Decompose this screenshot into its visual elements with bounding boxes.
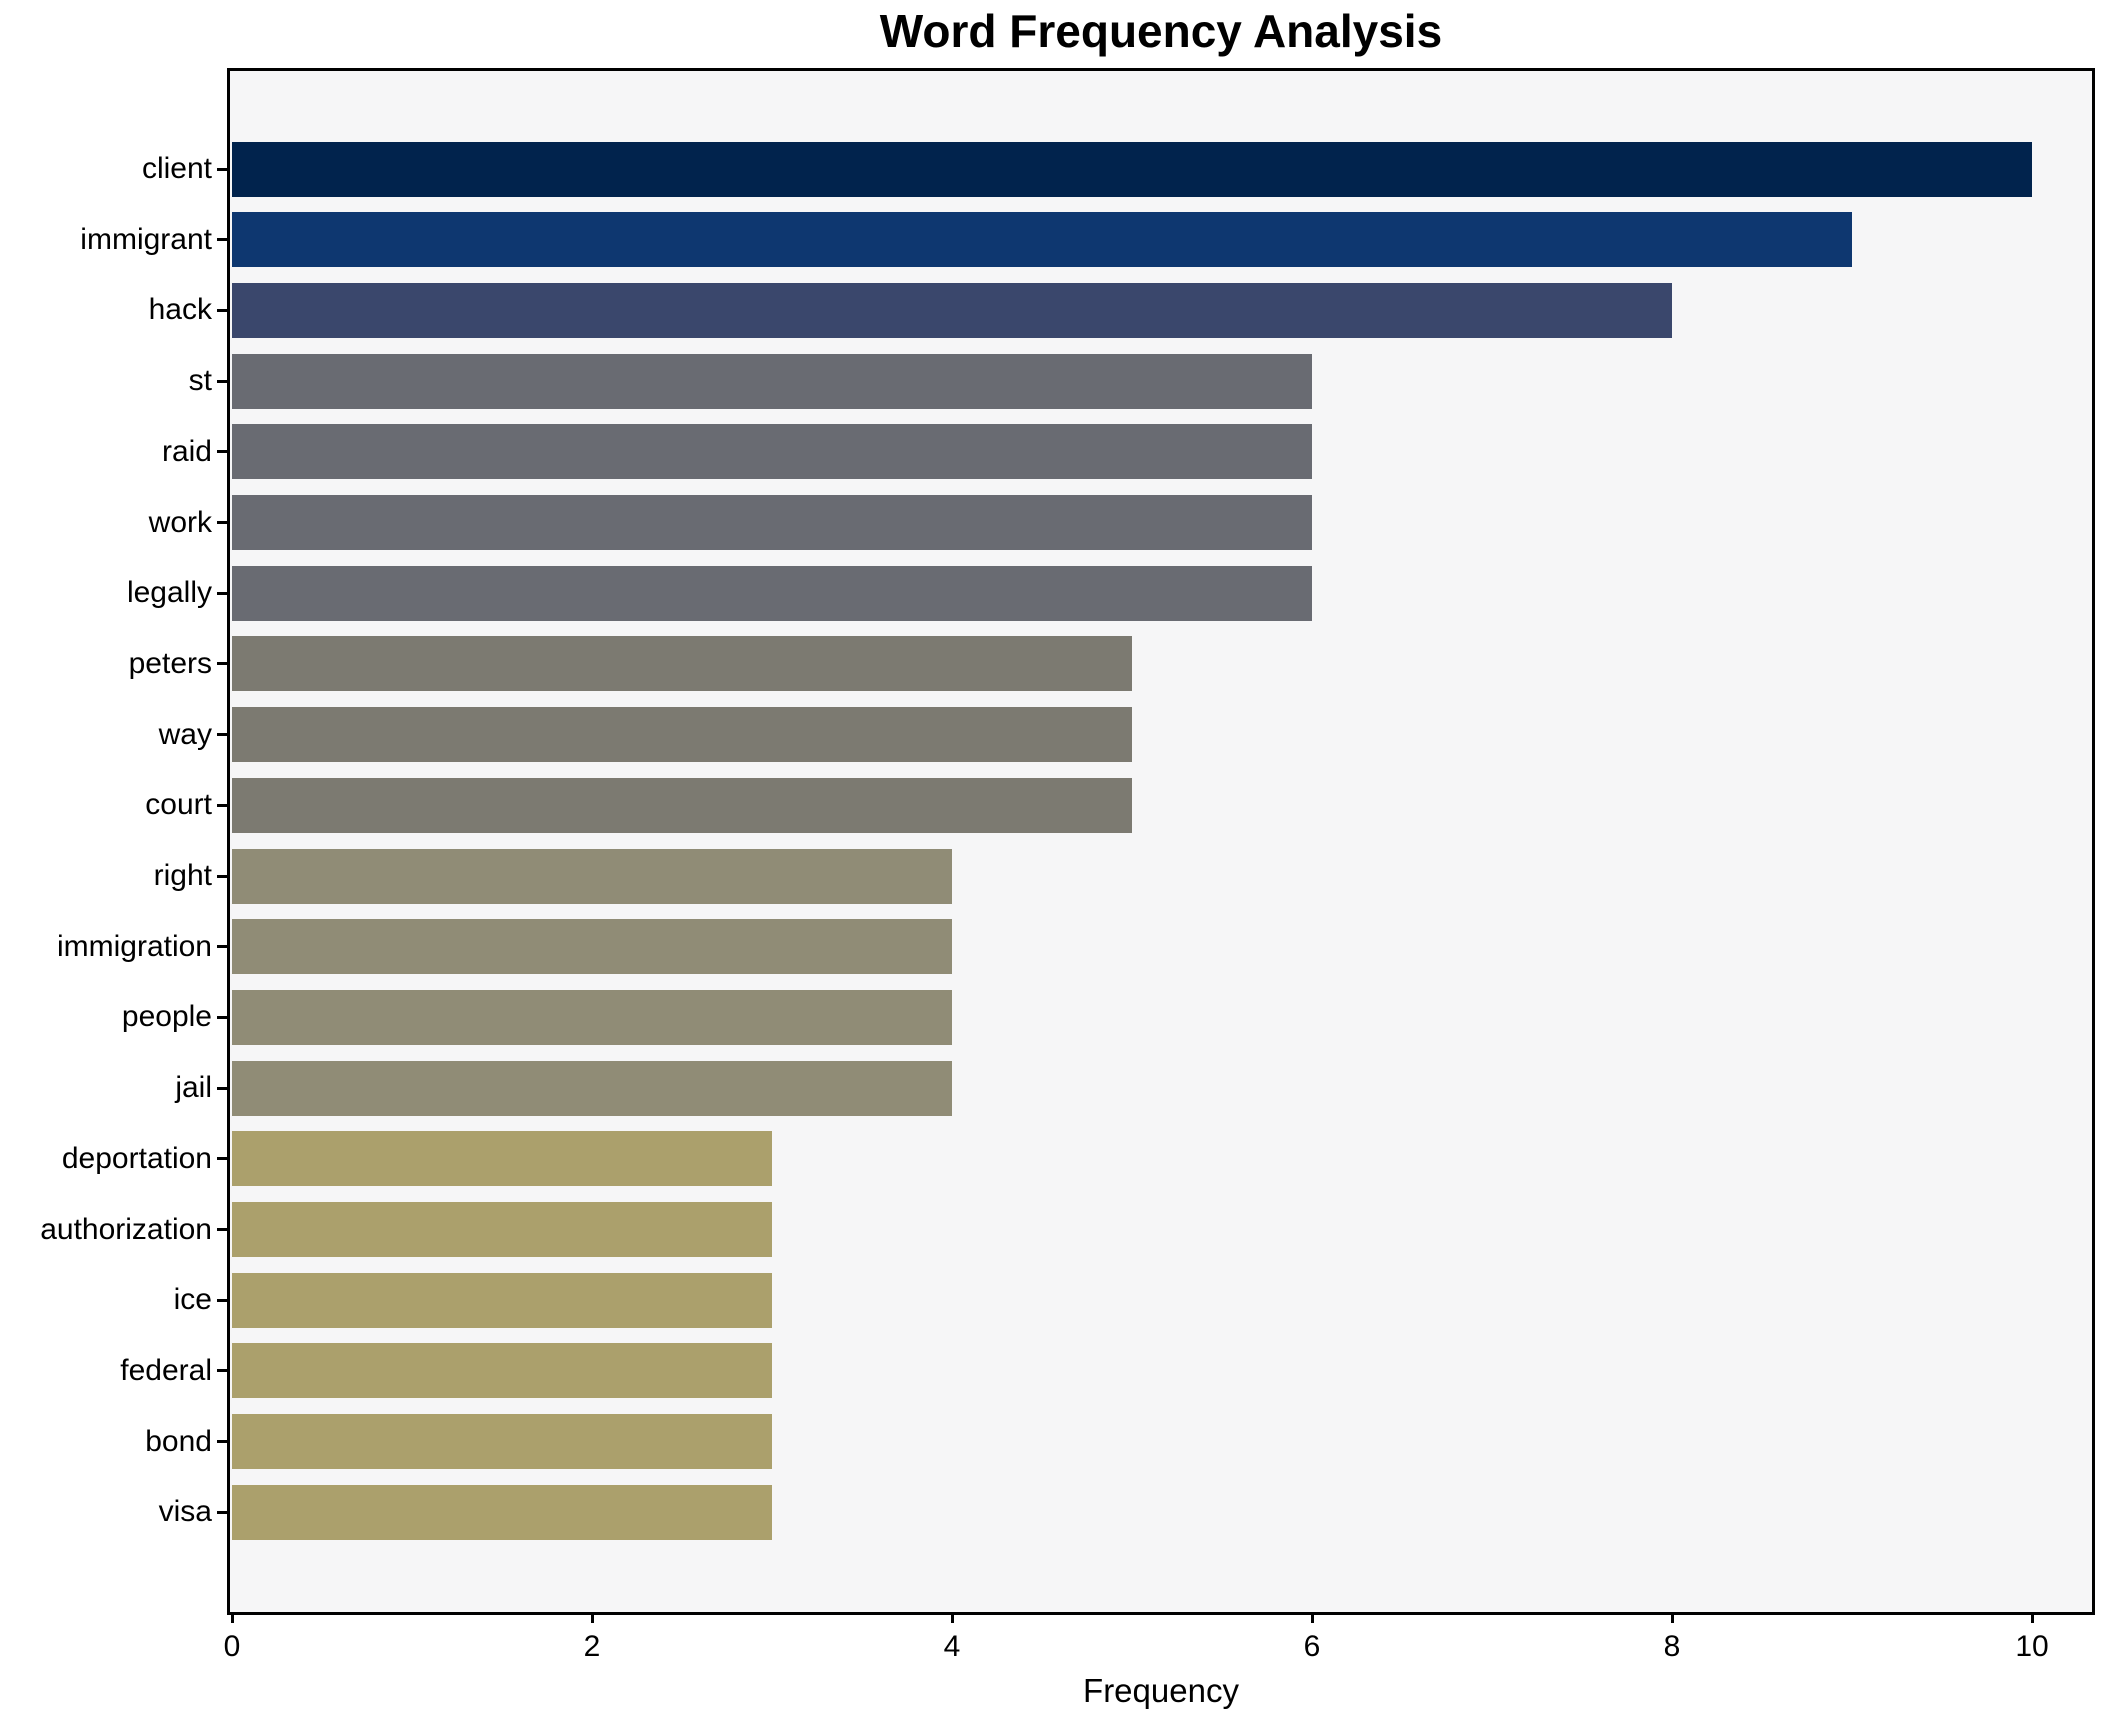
x-tick-mark	[2030, 1612, 2034, 1623]
y-tick-mark	[217, 1015, 227, 1019]
bar-deportation	[232, 1131, 772, 1187]
x-tick-label-0: 0	[223, 1630, 241, 1663]
y-tick-mark	[217, 1510, 227, 1514]
bar-visa	[232, 1484, 772, 1540]
y-axis-label-people: people	[121, 1000, 212, 1034]
x-tick-label-4: 4	[943, 1630, 961, 1663]
y-tick-mark	[217, 521, 227, 524]
y-tick-mark	[217, 1298, 227, 1302]
bar-ice	[232, 1272, 772, 1328]
x-tick-label-8: 8	[1663, 1630, 1681, 1663]
y-axis-label-ice: ice	[173, 1283, 212, 1317]
y-tick-mark	[217, 308, 227, 312]
y-axis-label-authorization: authorization	[40, 1212, 212, 1246]
y-axis-label-right: right	[153, 859, 212, 892]
y-tick-mark	[217, 591, 227, 595]
bar-bond	[232, 1414, 772, 1470]
bar-court	[232, 777, 1132, 833]
x-tick-label-2: 2	[583, 1630, 601, 1663]
x-axis-title: Frequency	[1083, 1672, 1239, 1709]
y-tick-mark	[217, 1440, 227, 1444]
y-axis-label-legally: legally	[126, 576, 212, 610]
x-tick-label-6: 6	[1303, 1630, 1321, 1663]
x-tick-label-10: 10	[2015, 1630, 2049, 1663]
y-axis-label-client: client	[141, 152, 212, 185]
bar-federal	[232, 1343, 772, 1399]
x-tick-mark	[1310, 1612, 1314, 1623]
x-tick-mark	[950, 1612, 954, 1623]
y-tick-mark	[217, 238, 227, 242]
y-axis-label-immigration: immigration	[56, 929, 212, 963]
x-tick-mark	[230, 1612, 234, 1623]
y-tick-mark	[217, 945, 227, 949]
x-tick-mark	[1670, 1612, 1674, 1623]
bar-jail	[232, 1060, 952, 1116]
y-tick-mark	[217, 450, 227, 454]
y-axis-label-visa: visa	[158, 1495, 212, 1529]
bar-legally	[232, 565, 1312, 621]
x-tick-mark	[590, 1612, 594, 1623]
y-tick-mark	[217, 662, 227, 666]
bar-people	[232, 989, 952, 1045]
bar-immigration	[232, 919, 952, 975]
plot-area	[230, 71, 2092, 1612]
bar-client	[232, 141, 2032, 197]
y-tick-mark	[217, 1086, 227, 1090]
y-axis-label-federal: federal	[120, 1353, 212, 1387]
y-tick-mark	[217, 167, 227, 171]
y-axis-label-hack: hack	[148, 293, 212, 327]
y-tick-mark	[217, 1369, 227, 1373]
bar-raid	[232, 424, 1312, 480]
y-tick-mark	[217, 379, 227, 383]
chart-title: Word Frequency Analysis	[879, 5, 1443, 57]
y-tick-mark	[217, 733, 227, 737]
y-tick-mark	[217, 874, 227, 878]
y-axis-label-deportation: deportation	[61, 1141, 212, 1175]
y-axis-label-raid: raid	[161, 434, 212, 468]
bar-way	[232, 707, 1132, 763]
bar-hack	[232, 282, 1672, 338]
y-tick-mark	[217, 1157, 227, 1161]
y-axis-label-court: court	[145, 788, 212, 822]
y-axis-label-work: work	[148, 505, 212, 539]
y-axis-label-way: way	[158, 717, 212, 751]
y-axis-label-bond: bond	[145, 1424, 212, 1458]
y-tick-mark	[217, 803, 227, 807]
y-tick-mark	[217, 1228, 227, 1231]
bar-peters	[232, 636, 1132, 692]
y-axis-label-peters: peters	[128, 646, 212, 680]
bar-authorization	[232, 1202, 772, 1257]
bar-right	[232, 848, 952, 904]
y-axis-label-jail: jail	[175, 1071, 212, 1105]
y-axis-label-immigrant: immigrant	[80, 222, 212, 256]
bar-work	[232, 495, 1312, 550]
y-axis-label-st: st	[188, 364, 212, 398]
bar-st	[232, 353, 1312, 409]
bar-immigrant	[232, 212, 1852, 268]
